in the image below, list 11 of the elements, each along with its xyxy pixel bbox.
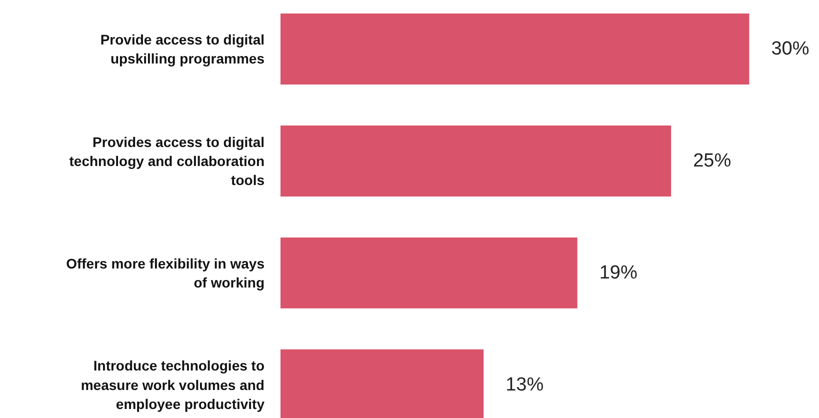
data-label: 25%: [693, 150, 732, 172]
y-tick-label: Introduce technologies to measure work volumes and employee productivity: [80, 358, 265, 412]
bar: [280, 237, 578, 308]
y-tick-label: Provide access to digital upskilling programmes: [100, 31, 265, 67]
bar: [280, 125, 672, 196]
y-tick-label: Provides access to digital technology and collaboration tools: [69, 134, 265, 188]
data-label: 30%: [771, 38, 810, 60]
bar: [280, 13, 750, 84]
data-label: 19%: [599, 262, 638, 284]
data-label: 13%: [506, 374, 544, 396]
y-tick-label: Offers more flexibility in ways of working: [66, 255, 265, 291]
